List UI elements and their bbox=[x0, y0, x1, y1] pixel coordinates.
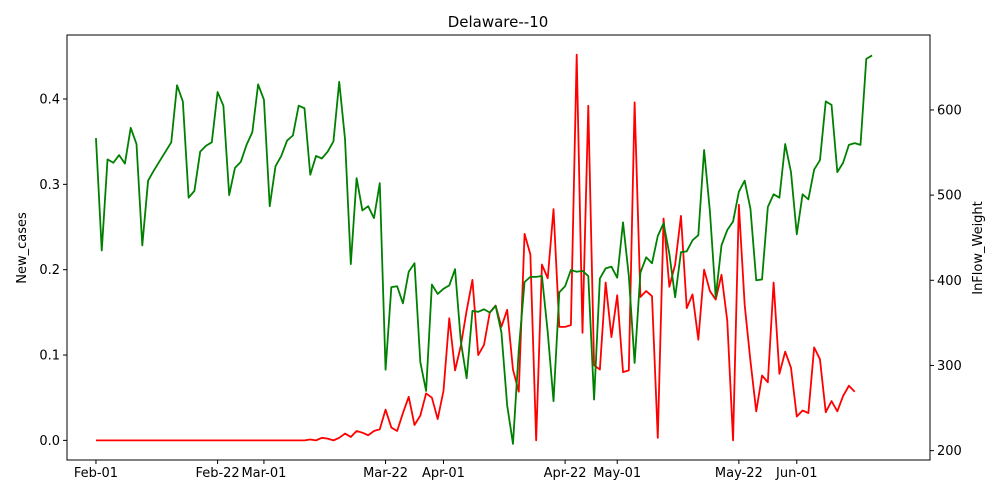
x-axis: Feb-01 Feb-22 Mar-01 Mar-22 Apr-01 Apr-22 May-… bbox=[74, 460, 818, 481]
y-right-tick-label: 400 bbox=[937, 274, 962, 289]
x-tick-label: Mar-22 bbox=[363, 466, 408, 481]
x-tick-label: Mar-01 bbox=[241, 466, 286, 481]
y-axis-left-label: New_cases bbox=[15, 212, 30, 284]
x-tick-label: Jun-01 bbox=[775, 466, 818, 481]
series-line-new-cases bbox=[95, 53, 856, 442]
y-left-tick-label: 0.3 bbox=[39, 178, 60, 193]
x-tick-label: Feb-22 bbox=[195, 466, 239, 481]
y-right-tick-label: 200 bbox=[937, 444, 962, 459]
y-axis-right-label: InFlow_Weight bbox=[971, 201, 986, 295]
x-tick-label: May-22 bbox=[715, 466, 763, 481]
y-left-tick-label: 0.0 bbox=[39, 434, 60, 449]
chart-title: Delaware--10 bbox=[448, 13, 549, 31]
plot-frame bbox=[66, 34, 931, 461]
y-right-tick-label: 300 bbox=[937, 359, 962, 374]
series-layer bbox=[95, 53, 873, 445]
x-tick-label: Feb-01 bbox=[74, 466, 118, 481]
y-left-tick-label: 0.4 bbox=[39, 93, 60, 108]
y-left-tick-label: 0.2 bbox=[39, 263, 60, 278]
y-right-tick-label: 500 bbox=[937, 189, 962, 204]
y-axis-right: 200 300 400 500 600 bbox=[930, 103, 962, 459]
x-tick-label: Apr-01 bbox=[422, 466, 465, 481]
x-tick-label: Apr-22 bbox=[544, 466, 587, 481]
y-left-tick-label: 0.1 bbox=[39, 349, 60, 364]
y-right-tick-label: 600 bbox=[937, 103, 962, 118]
x-tick-label: May-01 bbox=[593, 466, 641, 481]
y-axis-left: 0.0 0.1 0.2 0.3 0.4 bbox=[39, 93, 67, 449]
series-line-inflow-weight bbox=[95, 54, 873, 445]
